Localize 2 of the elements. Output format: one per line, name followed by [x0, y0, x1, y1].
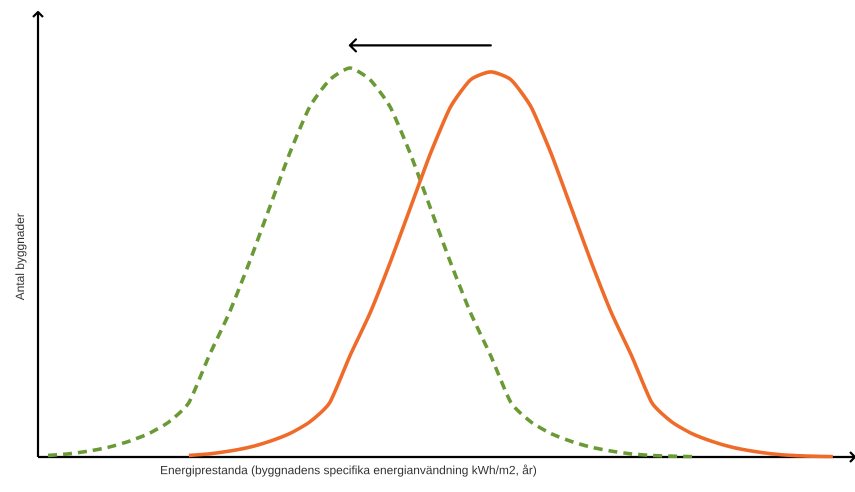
y-axis-title: Antal byggnader: [15, 213, 26, 300]
x-axis-title: Energiprestanda (byggnadens specifika energianvändning kWh/m2, år): [161, 464, 536, 477]
